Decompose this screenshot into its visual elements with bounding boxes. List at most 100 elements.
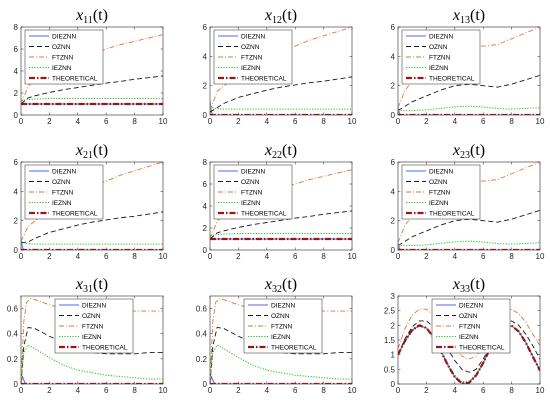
legend-label: THEORETICAL — [271, 344, 317, 351]
title-main: x — [452, 7, 460, 24]
title-subscript: 32 — [272, 284, 282, 295]
title-subscript: 11 — [83, 15, 93, 26]
y-tick-label: 6 — [14, 158, 19, 167]
legend-label: THEORETICAL — [241, 75, 287, 82]
series-line-oznn — [21, 75, 163, 105]
y-tick-label: 0.4 — [7, 330, 19, 339]
legend-label: FTZNN — [52, 189, 74, 196]
legend-label: IEZNN — [52, 200, 72, 207]
x-tick-label: 6 — [104, 252, 109, 261]
legend-label: DIEZNN — [241, 168, 266, 175]
legend: DIEZNN OZNN FTZNN IEZNN THEORETICAL — [54, 298, 134, 354]
subplot-title: x11(t) — [75, 7, 108, 26]
legend-label: DIEZNN — [429, 33, 454, 40]
series-line-oznn — [210, 326, 352, 384]
x-tick-label: 4 — [265, 252, 270, 261]
y-tick-label: 4 — [391, 187, 396, 196]
y-tick-label: 0.5 — [384, 365, 396, 374]
legend-label: OZNN — [82, 313, 101, 320]
legend-label: FTZNN — [82, 323, 104, 330]
legend-label: THEORETICAL — [429, 75, 475, 82]
title-tail: (t) — [93, 142, 108, 159]
y-tick-label: 0 — [14, 380, 19, 389]
legend-label: DIEZNN — [52, 33, 77, 40]
x-tick-label: 8 — [132, 252, 137, 261]
y-tick-label: 0 — [14, 246, 19, 255]
x-tick-label: 2 — [47, 252, 52, 261]
subplot-title: x32(t) — [264, 276, 297, 295]
x-tick-label: 2 — [236, 117, 241, 126]
x-tick-label: 8 — [132, 117, 137, 126]
title-subscript: 23 — [460, 150, 470, 161]
x-tick-label: 0 — [208, 252, 213, 261]
subplot-32: x32(t) 0 2 4 6 8 10 0 0.2 0.4 0.6 DIEZNN OZNN FTZNN IE… — [196, 276, 357, 395]
title-main: x — [264, 7, 272, 24]
legend: DIEZNN OZNN FTZNN IEZNN THEORETICAL — [213, 164, 293, 220]
x-tick-label: 8 — [321, 386, 326, 395]
subplot-33: x33(t) 0 2 4 6 8 10 0 0.5 1 1.5 2 2.5 3 DIEZNN OZNN FTZN… — [384, 276, 545, 395]
x-tick-label: 2 — [47, 117, 52, 126]
y-tick-label: 1.5 — [384, 336, 396, 345]
legend-label: FTZNN — [459, 323, 481, 330]
subplot-title: x23(t) — [452, 142, 485, 161]
legend-label: OZNN — [241, 179, 260, 186]
y-tick-label: 4 — [14, 187, 19, 196]
subplot-22: x22(t) 0 2 4 6 8 10 0 2 4 6 8 DIEZNN OZNN FTZNN IEZNN TH… — [203, 142, 357, 261]
subplot-title: x12(t) — [264, 7, 297, 26]
y-tick-label: 6 — [391, 23, 396, 32]
title-main: x — [75, 7, 83, 24]
title-tail: (t) — [282, 276, 297, 293]
series-line-ftznn — [398, 308, 540, 360]
legend: DIEZNN OZNN FTZNN IEZNN THEORETICAL — [24, 164, 104, 220]
y-tick-label: 0 — [391, 380, 396, 389]
title-main: x — [452, 276, 460, 293]
legend-label: OZNN — [241, 44, 260, 51]
legend-label: IEZNN — [241, 200, 261, 207]
title-tail: (t) — [93, 7, 108, 24]
title-tail: (t) — [470, 276, 485, 293]
legend-box — [54, 298, 134, 354]
x-tick-label: 6 — [293, 117, 298, 126]
title-main: x — [75, 276, 83, 293]
subplot-title: x22(t) — [264, 142, 297, 161]
x-tick-label: 0 — [19, 117, 24, 126]
title-main: x — [75, 142, 83, 159]
y-tick-label: 2.5 — [384, 307, 396, 316]
x-tick-label: 2 — [47, 386, 52, 395]
y-tick-label: 4 — [203, 202, 208, 211]
subplot-11: x11(t) 0 2 4 6 8 10 0 2 4 6 8 DIEZNN OZNN FTZNN IEZNN TH… — [14, 7, 168, 126]
x-tick-label: 0 — [396, 117, 401, 126]
legend-box — [401, 164, 481, 220]
title-main: x — [264, 142, 272, 159]
title-subscript: 13 — [460, 15, 470, 26]
y-tick-label: 0.4 — [196, 330, 208, 339]
y-tick-label: 2 — [203, 82, 208, 91]
legend-label: DIEZNN — [459, 302, 484, 309]
title-tail: (t) — [470, 142, 485, 159]
subplot-title: x21(t) — [75, 142, 108, 161]
y-tick-label: 8 — [14, 23, 19, 32]
x-tick-label: 10 — [348, 252, 357, 261]
x-tick-label: 4 — [76, 386, 81, 395]
title-tail: (t) — [470, 7, 485, 24]
x-tick-label: 4 — [76, 117, 81, 126]
x-tick-label: 6 — [104, 386, 109, 395]
y-tick-label: 2 — [391, 217, 396, 226]
legend-box — [213, 29, 293, 85]
legend-label: THEORETICAL — [459, 344, 505, 351]
legend: DIEZNN OZNN FTZNN IEZNN THEORETICAL — [243, 298, 323, 354]
series-line-theoretical — [398, 324, 540, 384]
series-line-oznn — [398, 320, 540, 373]
legend-label: IEZNN — [429, 65, 449, 72]
y-tick-label: 3 — [391, 292, 396, 301]
y-tick-label: 4 — [14, 67, 19, 76]
legend-box — [213, 164, 293, 220]
y-tick-label: 6 — [14, 45, 19, 54]
y-tick-label: 4 — [391, 52, 396, 61]
x-tick-label: 2 — [236, 386, 241, 395]
x-tick-label: 0 — [19, 252, 24, 261]
x-tick-label: 6 — [481, 117, 486, 126]
y-tick-label: 6 — [391, 158, 396, 167]
subplot-title: x13(t) — [452, 7, 485, 26]
